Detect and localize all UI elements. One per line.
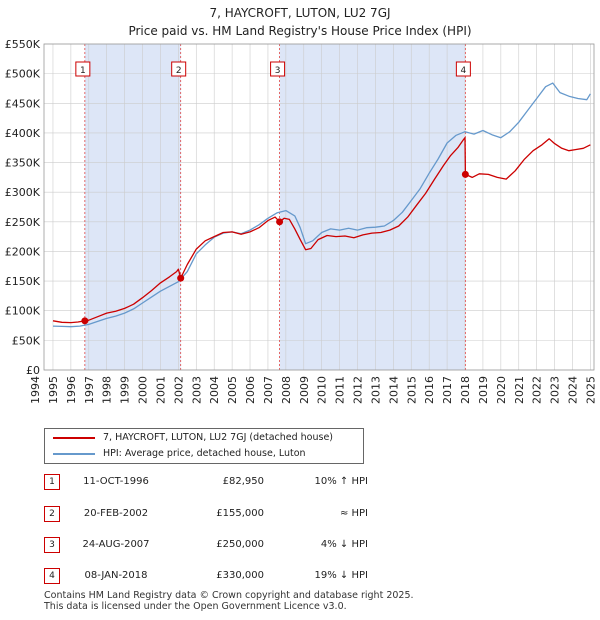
- y-tick-label: £100K: [5, 305, 41, 318]
- x-tick-label: 2016: [423, 376, 436, 404]
- sale-label: 1: [80, 66, 86, 76]
- x-tick-label: 2006: [244, 376, 257, 404]
- legend-item-price: 7, HAYCROFT, LUTON, LU2 7GJ (detached ho…: [53, 432, 333, 443]
- sale-date: 24-AUG-2007: [82, 539, 150, 550]
- x-tick-label: 2013: [369, 376, 382, 404]
- y-tick-label: £400K: [5, 127, 41, 140]
- sale-price: £155,000: [216, 508, 264, 519]
- x-tick-label: 2019: [477, 376, 490, 404]
- sale-hpi-comparison: ≈ HPI: [339, 508, 368, 519]
- x-tick-label: 1994: [29, 376, 42, 404]
- sale-point: [461, 170, 469, 178]
- sale-label-box: [75, 61, 91, 77]
- y-tick-label: £150K: [5, 275, 41, 288]
- sale-hpi-comparison: 4% ↓ HPI: [320, 539, 368, 550]
- sale-label: 4: [461, 66, 467, 76]
- x-tick-label: 2011: [334, 376, 347, 404]
- price-chart: £0 £50K £100K £150K £200K £250K £300K £350K £400…: [5, 38, 598, 404]
- sale-hpi-comparison: 19% ↓ HPI: [314, 570, 368, 581]
- sale-label-box: [171, 61, 187, 77]
- x-tick-label: 2020: [495, 376, 508, 404]
- x-tick-label: 2002: [172, 376, 185, 404]
- x-tick-label: 1995: [47, 376, 60, 404]
- y-tick-label: £0: [26, 364, 40, 377]
- hpi-line: [52, 82, 591, 328]
- price-paid-line: [52, 137, 591, 324]
- footer-copyright: Contains HM Land Registry data © Crown c…: [44, 590, 414, 601]
- title-subtitle: Price paid vs. HM Land Registry's House …: [128, 24, 472, 38]
- sale-label: 2: [176, 66, 182, 76]
- sale-number-badge: 4: [44, 568, 60, 584]
- y-tick-label: £250K: [5, 216, 41, 229]
- sale-row: 4 08-JAN-2018 £330,000 19% ↓ HPI: [44, 568, 384, 584]
- legend-item-hpi: HPI: Average price, detached house, Luto…: [53, 448, 306, 459]
- y-tick-label: £300K: [5, 186, 41, 199]
- x-tick-label: 2025: [584, 376, 597, 404]
- sale-date: 08-JAN-2018: [84, 570, 148, 581]
- sale-number-badge: 3: [44, 537, 60, 553]
- sale-number-badge: 1: [44, 474, 60, 490]
- sale-date: 20-FEB-2002: [83, 508, 149, 519]
- x-tick-label: 2005: [226, 376, 239, 404]
- sale-row: 2 20-FEB-2002 £155,000 ≈ HPI: [44, 506, 384, 522]
- x-tick-label: 2024: [567, 376, 580, 404]
- x-tick-label: 2023: [549, 376, 562, 404]
- sale-hpi-comparison: 10% ↑ HPI: [314, 476, 368, 487]
- sale-point: [177, 274, 185, 282]
- sale-label: 3: [275, 66, 281, 76]
- sale-price: £82,950: [222, 476, 264, 487]
- x-tick-label: 2012: [352, 376, 365, 404]
- x-tick-label: 2014: [387, 376, 400, 404]
- x-tick-label: 2017: [441, 376, 454, 404]
- x-tick-label: 2004: [208, 376, 221, 404]
- sale-point: [81, 317, 89, 325]
- plot-border: [43, 43, 595, 371]
- sale-date: 11-OCT-1996: [83, 476, 149, 487]
- footer-attribution: Contains HM Land Registry data © Crown c…: [44, 590, 414, 612]
- y-tick-label: £200K: [5, 245, 41, 258]
- x-tick-label: 1998: [101, 376, 114, 404]
- x-tick-label: 2009: [298, 376, 311, 404]
- legend-label-price: 7, HAYCROFT, LUTON, LU2 7GJ (detached ho…: [103, 432, 334, 443]
- sale-price: £250,000: [216, 539, 264, 550]
- x-tick-label: 2003: [190, 376, 203, 404]
- sale-label-box: [455, 61, 471, 77]
- x-tick-label: 2008: [280, 376, 293, 404]
- x-tick-label: 1997: [83, 376, 96, 404]
- x-tick-label: 2018: [459, 376, 472, 404]
- sale-point: [276, 218, 284, 226]
- shaded-period: [279, 44, 466, 370]
- legend-swatch-hpi: [53, 452, 95, 455]
- sale-label-box: [270, 61, 286, 77]
- x-tick-label: 2015: [405, 376, 418, 404]
- legend-swatch-price: [53, 436, 95, 439]
- y-tick-label: £450K: [5, 97, 41, 110]
- x-tick-label: 1996: [65, 376, 78, 404]
- y-tick-label: £550K: [5, 38, 41, 51]
- sale-number-badge: 2: [44, 506, 60, 522]
- sale-row: 1 11-OCT-1996 £82,950 10% ↑ HPI: [44, 474, 384, 490]
- x-tick-label: 2001: [154, 376, 167, 404]
- chart-title: 7, HAYCROFT, LUTON, LU2 7GJ Price paid v…: [0, 4, 600, 40]
- x-tick-label: 2007: [262, 376, 275, 404]
- footer-licence: This data is licensed under the Open Gov…: [44, 601, 347, 612]
- x-tick-label: 1999: [119, 376, 132, 404]
- chart-legend: 7, HAYCROFT, LUTON, LU2 7GJ (detached ho…: [44, 428, 364, 464]
- x-tick-label: 2021: [513, 376, 526, 404]
- y-tick-label: £350K: [5, 157, 41, 170]
- y-tick-label: £500K: [5, 68, 41, 81]
- x-tick-label: 2000: [137, 376, 150, 404]
- legend-label-hpi: HPI: Average price, detached house, Luto…: [103, 448, 306, 459]
- x-tick-label: 2010: [316, 376, 329, 404]
- y-tick-label: £50K: [12, 334, 41, 347]
- title-address: 7, HAYCROFT, LUTON, LU2 7GJ: [209, 6, 391, 20]
- sale-price: £330,000: [216, 570, 264, 581]
- sale-row: 3 24-AUG-2007 £250,000 4% ↓ HPI: [44, 537, 384, 553]
- x-tick-label: 2022: [531, 376, 544, 404]
